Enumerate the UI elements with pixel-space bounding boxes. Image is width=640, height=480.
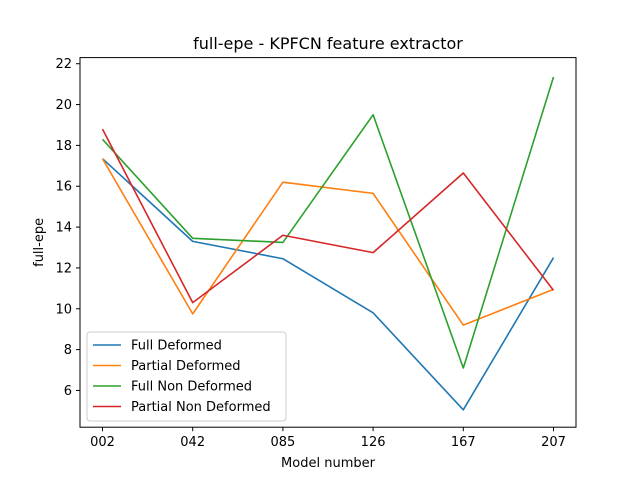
- series-line-full-deformed: [101, 158, 555, 411]
- y-tick-label: 20: [55, 98, 72, 113]
- y-tick-label: 6: [64, 384, 72, 399]
- y-tick-label: 14: [55, 221, 72, 236]
- x-axis-label: Model number: [281, 456, 376, 471]
- y-tick-label: 12: [55, 261, 72, 276]
- y-tick-label: 18: [55, 139, 72, 154]
- legend: Full Deformed Partial Deformed Full Non De…: [86, 331, 287, 422]
- chart-title: full-epe - KPFCN feature extractor: [193, 34, 463, 53]
- x-tick-label: 085: [270, 435, 295, 450]
- y-tick-label: 10: [55, 302, 72, 317]
- legend-label-partial-non-deformed: Partial Non Deformed: [131, 400, 271, 415]
- x-tick-label: 126: [361, 435, 386, 450]
- x-tick-label: 207: [541, 435, 566, 450]
- series-layer: [101, 76, 555, 411]
- y-axis-label: full-epe: [32, 218, 47, 267]
- series-line-partial-non-deformed: [101, 128, 555, 304]
- y-tick-label: 16: [55, 180, 72, 195]
- x-tick-label: 042: [180, 435, 205, 450]
- series-line-full-non-deformed: [101, 76, 555, 369]
- x-tick-label: 002: [90, 435, 115, 450]
- y-tick-label: 8: [64, 343, 72, 358]
- plot-frame: [79, 57, 577, 428]
- legend-box: [86, 331, 287, 422]
- legend-label-full-non-deformed: Full Non Deformed: [131, 380, 252, 395]
- legend-label-full-deformed: Full Deformed: [131, 339, 222, 354]
- x-axis-ticks: 002 042 085 126 167 207: [90, 427, 566, 450]
- legend-label-partial-deformed: Partial Deformed: [131, 359, 241, 374]
- x-tick-label: 167: [451, 435, 476, 450]
- y-axis-ticks: 6 8 10 12 14 16 18 20 22: [55, 57, 80, 399]
- y-tick-label: 22: [55, 57, 72, 72]
